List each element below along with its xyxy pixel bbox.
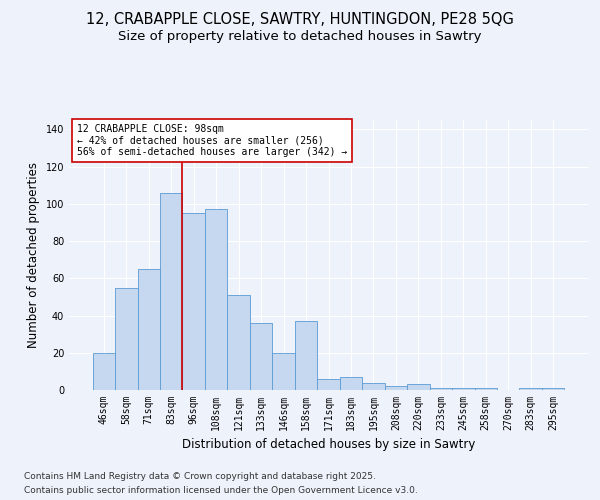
Bar (250, 323, 272, 390)
Bar (272, 353, 295, 390)
Bar (520, 388, 542, 390)
Bar (137, 269, 160, 390)
Bar (317, 379, 340, 390)
Bar (452, 388, 475, 390)
Bar (205, 210, 227, 390)
Bar (160, 192, 182, 390)
Bar (475, 388, 497, 390)
Bar (115, 288, 137, 390)
Bar (182, 213, 205, 390)
Bar (407, 384, 430, 390)
Bar (295, 321, 317, 390)
Bar (362, 382, 385, 390)
Y-axis label: Number of detached properties: Number of detached properties (27, 162, 40, 348)
Bar (542, 388, 565, 390)
Text: Size of property relative to detached houses in Sawtry: Size of property relative to detached ho… (118, 30, 482, 43)
Bar (227, 295, 250, 390)
Bar (430, 388, 452, 390)
X-axis label: Distribution of detached houses by size in Sawtry: Distribution of detached houses by size … (182, 438, 475, 452)
Text: Contains public sector information licensed under the Open Government Licence v3: Contains public sector information licen… (24, 486, 418, 495)
Text: Contains HM Land Registry data © Crown copyright and database right 2025.: Contains HM Land Registry data © Crown c… (24, 472, 376, 481)
Bar (340, 377, 362, 390)
Bar (92, 353, 115, 390)
Text: 12, CRABAPPLE CLOSE, SAWTRY, HUNTINGDON, PE28 5QG: 12, CRABAPPLE CLOSE, SAWTRY, HUNTINGDON,… (86, 12, 514, 28)
Text: 12 CRABAPPLE CLOSE: 98sqm
← 42% of detached houses are smaller (256)
56% of semi: 12 CRABAPPLE CLOSE: 98sqm ← 42% of detac… (77, 124, 347, 157)
Bar (385, 386, 407, 390)
